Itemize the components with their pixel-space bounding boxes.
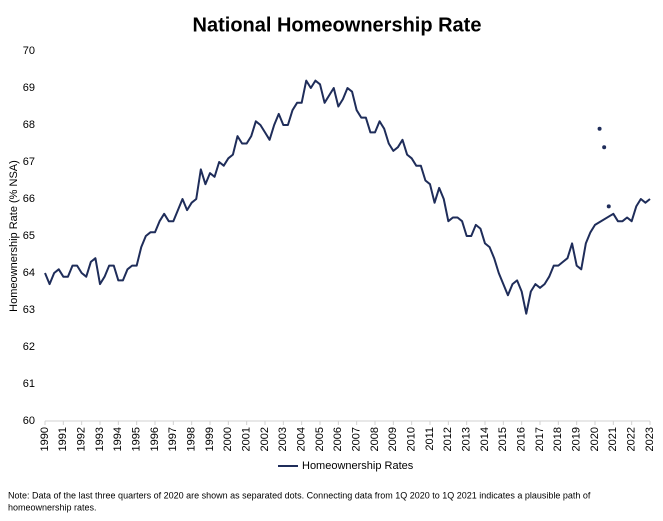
x-tick-label: 2003	[277, 427, 289, 451]
y-tick-label: 62	[23, 341, 35, 353]
x-tick-label: 2006	[332, 427, 344, 451]
x-tick-label: 2023	[644, 427, 656, 451]
x-tick-label: 2011	[424, 427, 436, 451]
x-tick-label: 2008	[369, 427, 381, 451]
x-tick-label: 2013	[461, 427, 473, 451]
x-tick-label: 2019	[571, 427, 583, 451]
legend-label: Homeownership Rates	[302, 460, 414, 472]
x-tick-label: 1999	[204, 427, 216, 451]
y-tick-label: 67	[23, 156, 35, 168]
x-tick-label: 1997	[167, 427, 179, 451]
x-tick-label: 2004	[296, 427, 308, 451]
x-tick-label: 2009	[387, 427, 399, 451]
x-tick-label: 2014	[479, 427, 491, 451]
x-tick-label: 2020	[589, 427, 601, 451]
x-tick-label: 2001	[241, 427, 253, 451]
y-tick-label: 63	[23, 304, 35, 316]
dot	[606, 204, 611, 209]
y-axis-label: Homeownership Rate (% NSA)	[8, 160, 20, 312]
dot	[602, 145, 607, 150]
x-tick-label: 1991	[57, 427, 69, 451]
x-tick-label: 2000	[222, 427, 234, 451]
y-tick-label: 64	[23, 267, 35, 279]
y-tick-label: 60	[23, 415, 35, 427]
y-tick-label: 70	[23, 45, 35, 57]
line	[44, 79, 651, 315]
x-tick-label: 2005	[314, 427, 326, 451]
x-tick-label: 2002	[259, 427, 271, 451]
y-tick-label: 61	[23, 378, 35, 390]
x-tick-label: 1996	[149, 427, 161, 451]
y-tick-label: 69	[23, 82, 35, 94]
x-tick-label: 2021	[607, 427, 619, 451]
dot	[597, 126, 602, 131]
x-tick-label: 1990	[39, 427, 51, 451]
x-tick-label: 2016	[516, 427, 528, 451]
y-tick-label: 65	[23, 230, 35, 242]
x-tick-label: 1998	[186, 427, 198, 451]
x-tick-label: 1992	[76, 427, 88, 451]
x-tick-label: 2007	[351, 427, 363, 451]
x-tick-label: 1993	[94, 427, 106, 451]
x-tick-label: 2017	[534, 427, 546, 451]
x-tick-label: 2015	[497, 427, 509, 451]
x-tick-label: 1995	[131, 427, 143, 451]
y-tick-label: 66	[23, 193, 35, 205]
note: Note: Data of the last three quarters of…	[8, 490, 591, 500]
x-tick-label: 2018	[552, 427, 564, 451]
x-tick-label: 2022	[626, 427, 638, 451]
x-tick-label: 1994	[112, 427, 124, 451]
y-tick-label: 68	[23, 119, 35, 131]
x-tick-label: 2012	[442, 427, 454, 451]
note: homeownership rates.	[8, 502, 97, 512]
chart-title: National Homeownership Rate	[193, 14, 482, 36]
x-tick-label: 2010	[406, 427, 418, 451]
